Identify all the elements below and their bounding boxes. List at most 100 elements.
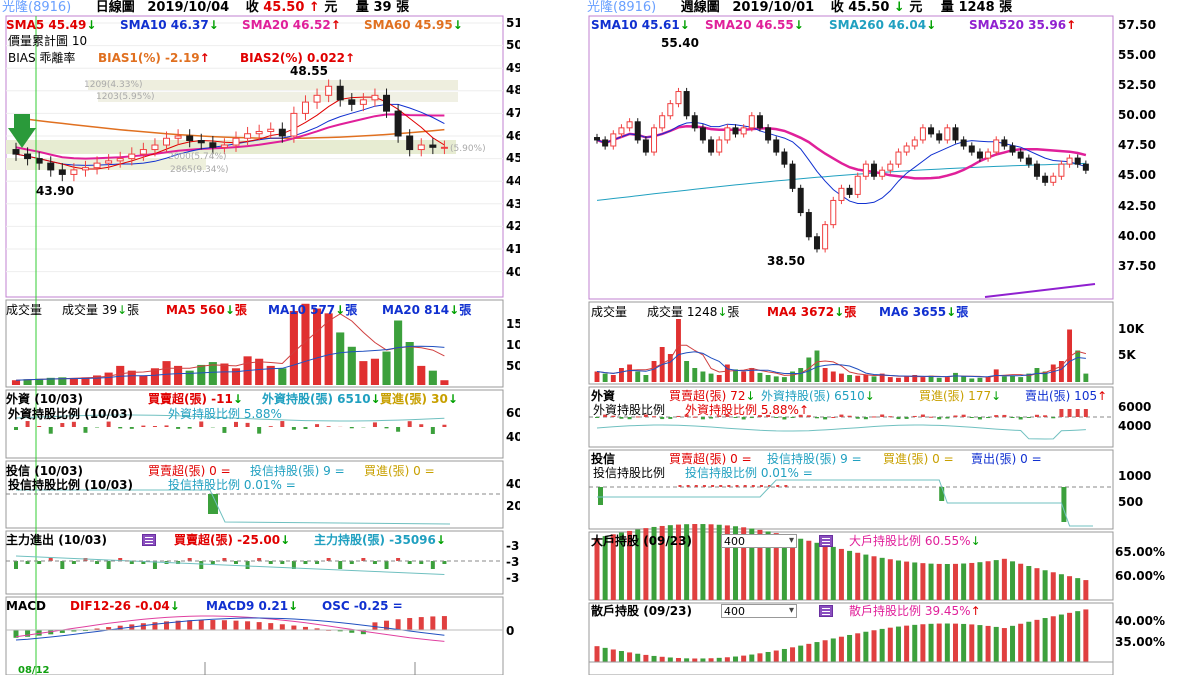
volume-bar (806, 357, 812, 382)
weekly-candle (805, 212, 812, 238)
macd-bar (233, 620, 239, 630)
y-tick: 50.00 (1118, 108, 1156, 122)
main-tick: -30K (506, 539, 520, 553)
main-buysell: 買賣超(張) -25.00↓ (174, 533, 291, 547)
daily-chart-svg[interactable] (0, 0, 520, 675)
foreign-bar (782, 417, 787, 420)
y-tick: 49.00 (506, 61, 520, 75)
retail-holder-bar (993, 626, 999, 662)
retail-threshold-select[interactable]: 400 (721, 604, 797, 618)
big-holder-bar (928, 563, 934, 600)
sma10-label: SMA10 45.61↓ (591, 18, 690, 32)
settings-icon[interactable] (819, 535, 833, 547)
foreign-bar (977, 417, 982, 420)
main-force-bar (106, 561, 111, 569)
weekly-candle (683, 91, 690, 117)
retail-holder-bar (1026, 621, 1032, 662)
settings-icon[interactable] (819, 605, 833, 617)
big-holder-bar (667, 525, 673, 600)
big-holder-bar (838, 548, 844, 600)
big-holder-bar (692, 524, 698, 600)
panel-divider[interactable] (560, 0, 585, 675)
retail-holder-bar (757, 653, 763, 662)
foreign-bar (986, 417, 991, 419)
big-holder-bar (993, 560, 999, 600)
big-holder-bar (700, 524, 706, 600)
macd-tick: 0 (506, 624, 515, 638)
foreign-hold: 外資持股(張) 6510↓ (262, 392, 381, 406)
macd-bar (384, 620, 390, 630)
weekly-chart-svg[interactable] (585, 0, 1200, 675)
weekly-candle (944, 127, 951, 141)
volume-bar (594, 371, 600, 382)
stock-name[interactable]: 光隆(8916) (2, 0, 72, 15)
retail-holder-bar (952, 623, 958, 662)
foreign-bar (83, 427, 88, 433)
weekly-candle (765, 127, 772, 141)
foreign-bar (774, 417, 779, 418)
foreign-bar (1034, 414, 1039, 417)
volume-bar (278, 368, 287, 385)
volume-bar (150, 368, 159, 385)
big-tick: 60.00% (1115, 569, 1165, 583)
settings-icon[interactable] (142, 534, 156, 546)
foreign-bar (717, 415, 722, 417)
sma20-label: SMA20 46.55↓ (705, 18, 804, 32)
vol-ma6-label: MA6 3655↓張 (879, 305, 969, 319)
main-force-bar (268, 561, 273, 564)
fib-label: (5.90%) (450, 144, 486, 154)
weekly-candle (618, 127, 625, 135)
retail-holder-bar (928, 623, 934, 662)
daily-chart-panel: 光隆(8916) 日線圖 2019/10/04 收 45.50 ↑ 元 量 39… (0, 0, 520, 675)
volume-bar (382, 351, 391, 385)
big-holder-bar (733, 526, 739, 600)
weekly-candle (1042, 175, 1049, 183)
retail-holder-bar (594, 646, 600, 662)
foreign-bar (442, 424, 447, 427)
retail-holder-bar (961, 623, 967, 662)
trust-hold: 投信持股(張) 9 = (250, 464, 345, 478)
big-title: 大戶持股 (09/23) (591, 534, 692, 548)
y-tick: 42.00 (506, 219, 520, 233)
stock-name[interactable]: 光隆(8916) (587, 0, 657, 15)
retail-holder-bar (871, 630, 877, 662)
volume-bar (847, 375, 853, 382)
volume-bar (790, 371, 795, 382)
big-holder-bar (741, 527, 747, 600)
y-tick: 43.00 (506, 197, 520, 211)
volume-bar (733, 369, 738, 382)
main-force-bar (222, 558, 227, 561)
big-holder-bar (765, 531, 771, 600)
main-force-bar (361, 558, 366, 561)
retail-holder-bar (904, 625, 910, 662)
daily-candle (394, 110, 402, 137)
daily-candle (93, 162, 101, 169)
foreign-bar (880, 414, 885, 417)
retail-holder-bar (651, 655, 657, 662)
volume-bar (127, 370, 136, 385)
trust-panel-frame (588, 449, 1114, 530)
volume-bar (724, 364, 730, 382)
volume-bar (741, 371, 747, 382)
foreign-hold: 外資持股(張) 6510↓ (761, 389, 875, 403)
macd-bar (152, 622, 158, 630)
vol-ma5-label: MA5 560↓張 (166, 303, 247, 317)
big-threshold-select[interactable]: 400 (721, 534, 797, 548)
foreign-bar (790, 417, 795, 418)
sma260-label: SMA260 46.04↓ (829, 18, 937, 32)
weekly-candle (968, 145, 975, 153)
foreign-bar (872, 416, 877, 418)
foreign-title: 外資 (591, 389, 616, 403)
volume-bar (81, 377, 90, 385)
volume-bar (904, 376, 910, 382)
big-holder-bar (773, 533, 779, 600)
main-force-bar (71, 561, 76, 564)
close-value: 45.50 (263, 0, 305, 15)
volume-bar (359, 361, 368, 385)
foreign-bar (1043, 415, 1048, 417)
weekly-candle (871, 163, 878, 177)
foreign-bar (419, 424, 424, 427)
daily-candle (47, 162, 55, 171)
foreign-tick: 6000 (1118, 400, 1152, 414)
volume-bar (1001, 376, 1007, 382)
